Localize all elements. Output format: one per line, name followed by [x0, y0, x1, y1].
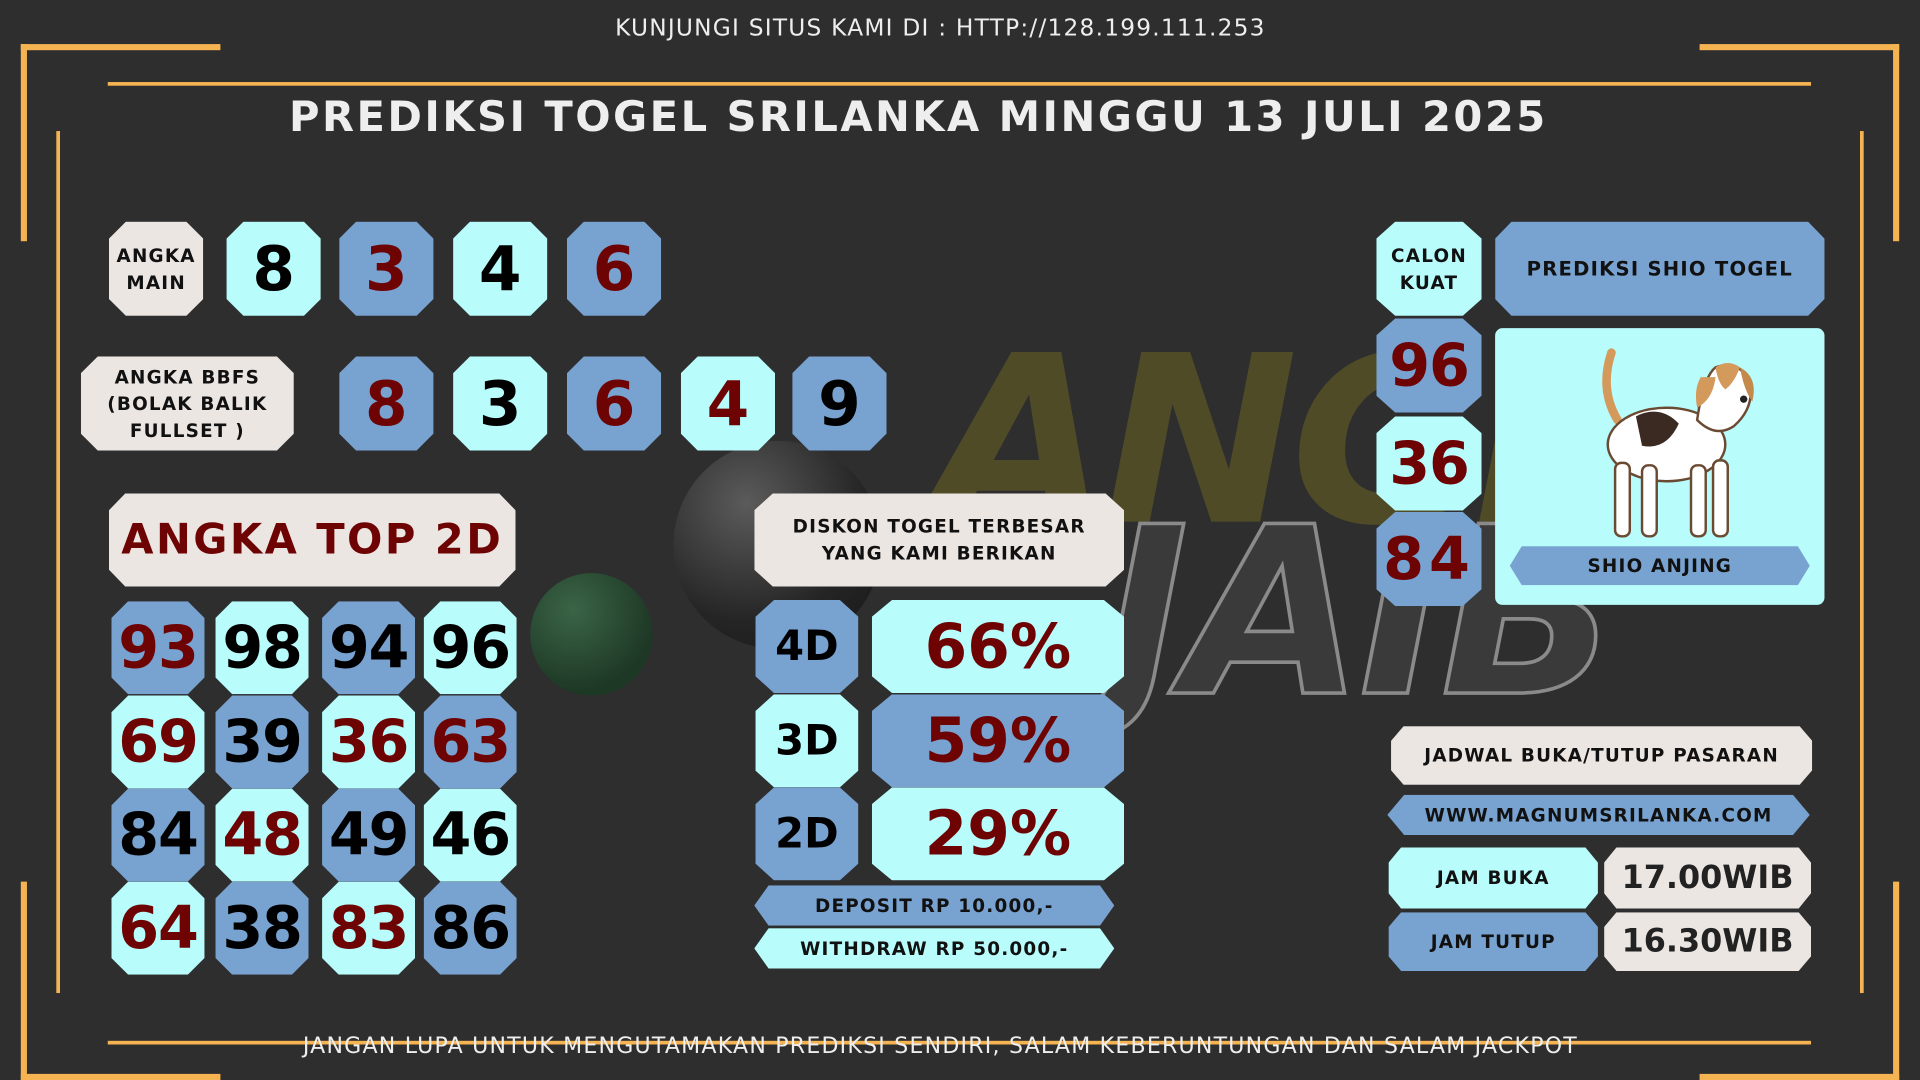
frame-line	[1893, 44, 1900, 242]
angka-main-digit: 6	[566, 221, 662, 316]
shio-name: SHIO ANJING	[1509, 546, 1810, 586]
deposit-info: DEPOSIT RP 10.000,-	[754, 885, 1115, 926]
top-2d-number: 38	[215, 881, 309, 975]
billiard-ball-icon	[530, 573, 653, 696]
top-2d-number: 49	[322, 788, 416, 882]
withdraw-info: WITHDRAW RP 50.000,-	[754, 928, 1115, 969]
top-2d-number: 98	[215, 601, 309, 695]
frame-line	[20, 44, 221, 51]
shio-header: PREDIKSI SHIO TOGEL	[1495, 221, 1825, 316]
bbfs-digit: 9	[792, 356, 887, 451]
calon-kuat-label: CALON KUAT	[1376, 221, 1482, 316]
jam-tutup-value: 16.30WIB	[1604, 912, 1812, 972]
top-2d-number: 96	[423, 601, 517, 695]
jam-buka-label: JAM BUKA	[1388, 847, 1598, 909]
dog-icon	[1602, 348, 1754, 538]
diskon-type: 4D	[755, 600, 859, 694]
top-2d-label: ANGKA TOP 2D	[108, 493, 516, 587]
bbfs-label: ANGKA BBFS (BOLAK BALIK FULLSET )	[80, 356, 294, 451]
diskon-label: DISKON TOGEL TERBESAR YANG KAMI BERIKAN	[754, 493, 1125, 587]
bbfs-digit: 8	[339, 356, 434, 451]
angka-main-digit: 8	[226, 221, 321, 316]
diskon-type: 2D	[755, 787, 859, 881]
diskon-value: 59%	[871, 694, 1125, 788]
jam-tutup-label: JAM TUTUP	[1388, 912, 1598, 972]
calon-kuat-number: 36	[1376, 416, 1482, 511]
top-2d-number: 94	[322, 601, 416, 695]
frame-line	[107, 1040, 1812, 1045]
frame-line	[1699, 1073, 1900, 1080]
frame-line	[20, 44, 27, 242]
top-2d-number: 86	[423, 881, 517, 975]
top-2d-number: 64	[111, 881, 205, 975]
calon-kuat-number: 84	[1376, 511, 1482, 607]
angka-main-digit: 4	[453, 221, 548, 316]
top-2d-number: 84	[111, 788, 205, 882]
diskon-value: 66%	[871, 600, 1125, 694]
bbfs-digit: 6	[566, 356, 662, 451]
page-title: PREDIKSI TOGEL SRILANKA MINGGU 13 JULI 2…	[289, 93, 1548, 143]
top-2d-number: 46	[423, 788, 517, 882]
calon-kuat-number: 96	[1376, 318, 1482, 413]
angka-main-label: ANGKA MAIN	[108, 221, 204, 316]
diskon-value: 29%	[871, 787, 1125, 881]
footer-text: JANGAN LUPA UNTUK MENGUTAMAKAN PREDIKSI …	[302, 1033, 1579, 1060]
top-2d-number: 69	[111, 695, 205, 789]
shio-panel: SHIO ANJING	[1495, 328, 1825, 605]
top-2d-number: 93	[111, 601, 205, 695]
bbfs-digit: 4	[680, 356, 776, 451]
frame-line	[20, 1073, 221, 1080]
top-2d-number: 83	[322, 881, 416, 975]
top-2d-number: 48	[215, 788, 309, 882]
bbfs-digit: 3	[453, 356, 548, 451]
top-2d-number: 36	[322, 695, 416, 789]
top-2d-number: 63	[423, 695, 517, 789]
frame-line	[1860, 131, 1864, 994]
diskon-type: 3D	[755, 694, 859, 788]
top-2d-number: 39	[215, 695, 309, 789]
angka-main-digit: 3	[339, 221, 434, 316]
jadwal-label: JADWAL BUKA/TUTUP PASARAN	[1391, 726, 1813, 785]
frame-line	[20, 881, 27, 1080]
frame-line	[107, 82, 1812, 86]
frame-line	[1893, 881, 1900, 1080]
jam-buka-value: 17.00WIB	[1604, 847, 1812, 909]
frame-line	[1699, 44, 1900, 51]
visit-site-text: KUNJUNGI SITUS KAMI DI : HTTP://128.199.…	[615, 14, 1266, 42]
frame-line	[56, 131, 61, 994]
website-link[interactable]: WWW.MAGNUMSRILANKA.COM	[1387, 794, 1810, 836]
